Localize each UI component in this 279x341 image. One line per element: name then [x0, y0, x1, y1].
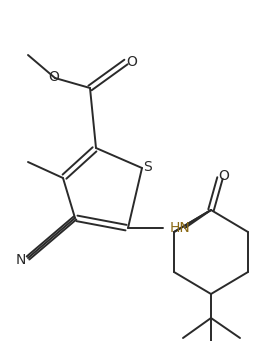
Text: O: O	[218, 169, 229, 183]
Text: O: O	[49, 70, 59, 84]
Text: O: O	[127, 55, 138, 69]
Text: HN: HN	[170, 221, 191, 235]
Text: N: N	[16, 253, 26, 267]
Text: S: S	[143, 160, 151, 174]
